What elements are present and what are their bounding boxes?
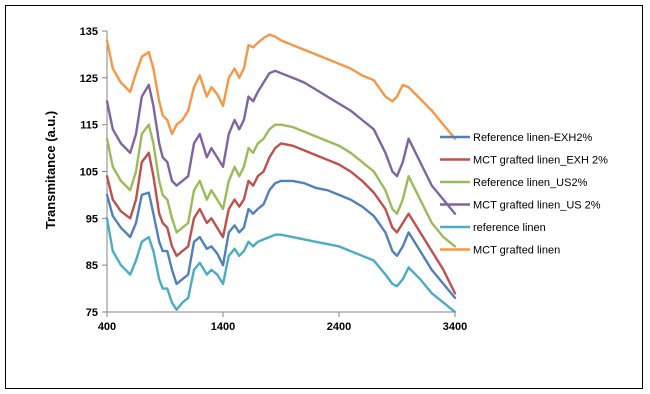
series-line-6 — [105, 33, 457, 140]
series-line-3 — [105, 123, 457, 248]
x-tick-label: 3400 — [443, 321, 467, 333]
x-tick-label: 2400 — [327, 321, 351, 333]
y-tick-label: 85 — [86, 260, 98, 272]
series-line-5 — [105, 217, 457, 314]
y-tick-label: 135 — [80, 26, 98, 38]
y-tick-label: 105 — [80, 167, 98, 179]
legend-label: reference linen — [473, 222, 546, 234]
axes: 75 85 95 105 115 125 135 400 1400 2400 3400 — [80, 26, 468, 333]
y-tick-label: 75 — [86, 307, 98, 319]
legend-label: Reference linen-EXH2% — [473, 132, 592, 144]
chart-frame — [5, 5, 643, 389]
series-layer — [105, 33, 457, 314]
y-axis-label: Transmitance (a.u.) — [43, 111, 58, 229]
series-line-1 — [105, 179, 457, 300]
x-tick-label: 400 — [98, 321, 116, 333]
x-tick-label: 1400 — [211, 321, 235, 333]
y-tick-label: 125 — [80, 73, 98, 85]
series-line-2 — [105, 142, 457, 295]
y-tick-label: 95 — [86, 213, 98, 225]
series-line-4 — [105, 69, 457, 215]
y-tick-label: 115 — [80, 120, 98, 132]
legend-label: MCT grafted linen_US 2% — [473, 200, 601, 212]
legend-label: Reference linen_US2% — [473, 177, 588, 189]
legend-label: MCT grafted linen_EXH 2% — [473, 155, 608, 167]
legend: Reference linen-EXH2% MCT grafted linen_E… — [440, 132, 608, 257]
legend-label: MCT grafted linen — [473, 245, 560, 257]
